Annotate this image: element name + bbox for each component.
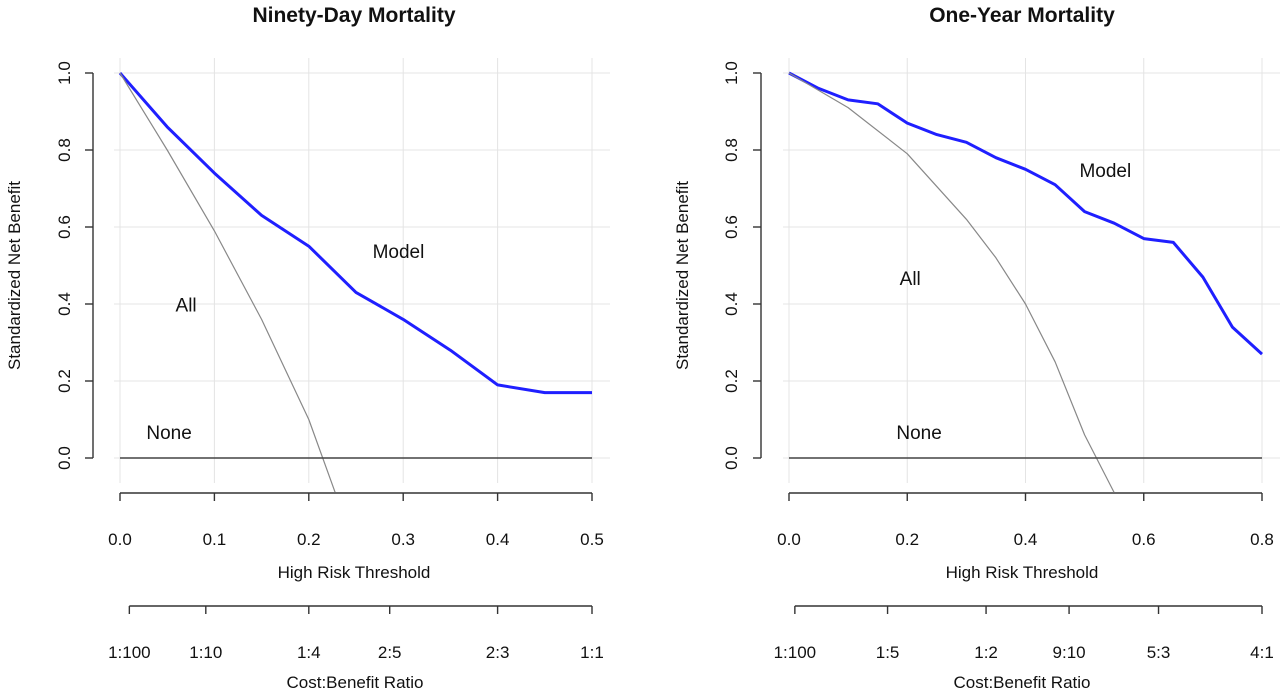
- series-line-all: [119, 72, 336, 493]
- x-tick-label: 0.5: [580, 530, 604, 549]
- cost-benefit-axis-label: Cost:Benefit Ratio: [286, 673, 423, 692]
- y-tick-label: 0.4: [722, 292, 741, 316]
- cost-benefit-tick-label: 5:3: [1147, 643, 1171, 662]
- y-tick-label: 0.2: [722, 369, 741, 393]
- cost-benefit-tick-label: 1:5: [876, 643, 900, 662]
- series-annotation-none: None: [146, 423, 191, 444]
- y-tick-label: 0.0: [722, 446, 741, 470]
- y-tick-label: 0.2: [55, 369, 74, 393]
- y-axis-label: Standardized Net Benefit: [5, 181, 24, 370]
- x-axis-label: High Risk Threshold: [278, 563, 431, 582]
- x-tick-label: 0.6: [1132, 530, 1156, 549]
- chart-panel-1: Ninety-Day Mortality 0.0 0.2 0.4 0.6 0.8 1.0 St…: [5, 4, 610, 692]
- cost-benefit-tick-label: 1:10: [189, 643, 222, 662]
- series-line-all: [788, 72, 1115, 493]
- series-annotation-none: None: [896, 423, 941, 444]
- cost-benefit-tick-label: 1:2: [974, 643, 998, 662]
- x-tick-label: 0.4: [486, 530, 510, 549]
- cost-benefit-tick-label: 2:3: [486, 643, 510, 662]
- chart-panel-2: One-Year Mortality 0.0 0.2 0.4 0.6 0.8 1.0 Stan…: [673, 4, 1280, 692]
- chart-title: One-Year Mortality: [929, 4, 1115, 27]
- cost-benefit-tick-label: 1:100: [108, 643, 151, 662]
- series-annotation-all: All: [900, 269, 921, 290]
- x-axis-label: High Risk Threshold: [946, 563, 1099, 582]
- x-tick-label: 0.8: [1250, 530, 1274, 549]
- x-tick-label: 0.1: [203, 530, 227, 549]
- y-tick-label: 1.0: [55, 61, 74, 85]
- y-tick-label: 0.4: [55, 292, 74, 316]
- x-tick-label: 0.2: [895, 530, 919, 549]
- cost-benefit-tick-label: 2:5: [378, 643, 402, 662]
- chart-title: Ninety-Day Mortality: [252, 4, 455, 27]
- cost-benefit-axis-label: Cost:Benefit Ratio: [953, 673, 1090, 692]
- cost-benefit-tick-label: 9:10: [1053, 643, 1086, 662]
- x-tick-label: 0.2: [297, 530, 321, 549]
- x-tick-label: 0.0: [108, 530, 132, 549]
- cost-benefit-tick-label: 4:1: [1250, 643, 1274, 662]
- y-tick-label: 0.0: [55, 446, 74, 470]
- y-tick-label: 0.6: [722, 215, 741, 239]
- series-annotation-model: Model: [1079, 161, 1131, 182]
- y-tick-label: 0.6: [55, 215, 74, 239]
- y-tick-label: 0.8: [722, 138, 741, 162]
- cost-benefit-tick-label: 1:100: [774, 643, 817, 662]
- cost-benefit-tick-label: 1:4: [297, 643, 321, 662]
- x-tick-label: 0.4: [1014, 530, 1038, 549]
- y-tick-label: 1.0: [722, 61, 741, 85]
- x-tick-label: 0.0: [777, 530, 801, 549]
- series-line-model: [788, 71, 1264, 356]
- x-tick-label: 0.3: [391, 530, 415, 549]
- cost-benefit-tick-label: 1:1: [580, 643, 604, 662]
- series-line-model: [118, 72, 592, 395]
- y-tick-label: 0.8: [55, 138, 74, 162]
- series-annotation-all: All: [176, 296, 197, 317]
- series-annotation-model: Model: [373, 242, 425, 263]
- y-axis-label: Standardized Net Benefit: [673, 181, 692, 370]
